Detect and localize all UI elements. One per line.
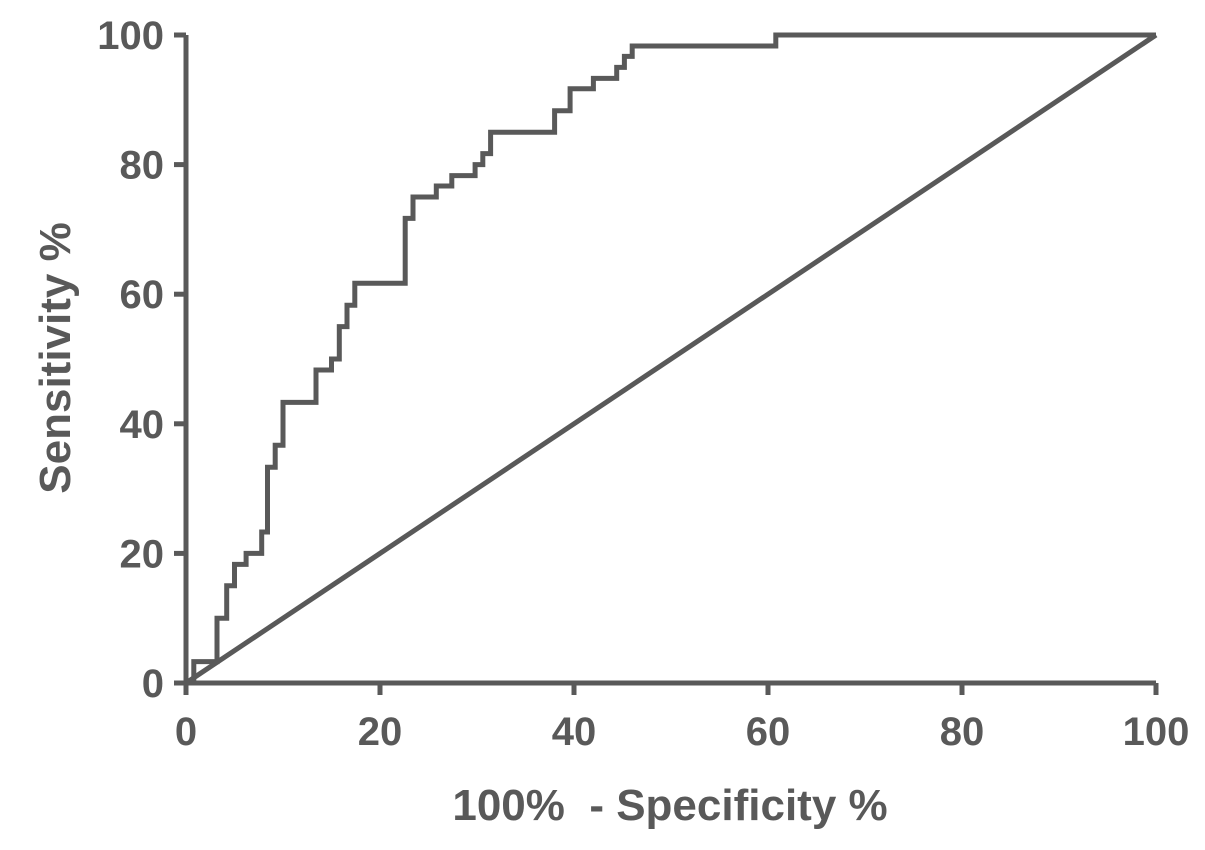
y-tick-label: 0 (142, 662, 164, 706)
x-axis-title: 100% - Specificity % (452, 781, 887, 830)
reference-diagonal-line (184, 32, 1158, 686)
x-tick-label: 100 (1123, 710, 1190, 754)
x-tick-label: 20 (358, 710, 403, 754)
x-tick-label: 60 (746, 710, 791, 754)
x-tick-label: 0 (175, 710, 197, 754)
x-tick-label: 80 (940, 710, 985, 754)
y-tick-label: 40 (120, 403, 165, 447)
roc-curve-line (186, 32, 1156, 686)
y-tick-label: 80 (120, 144, 165, 188)
y-axis-title: Sensitivity % (31, 222, 80, 493)
y-tick-label: 60 (120, 273, 165, 317)
y-tick-label: 20 (120, 532, 165, 576)
y-tick-label: 100 (97, 14, 164, 58)
axes (174, 32, 1159, 695)
plot-area (184, 32, 1158, 686)
x-tick-label: 40 (552, 710, 597, 754)
tick-labels: 0 20 40 60 80 100 0 20 40 60 80 100 (97, 14, 1189, 754)
